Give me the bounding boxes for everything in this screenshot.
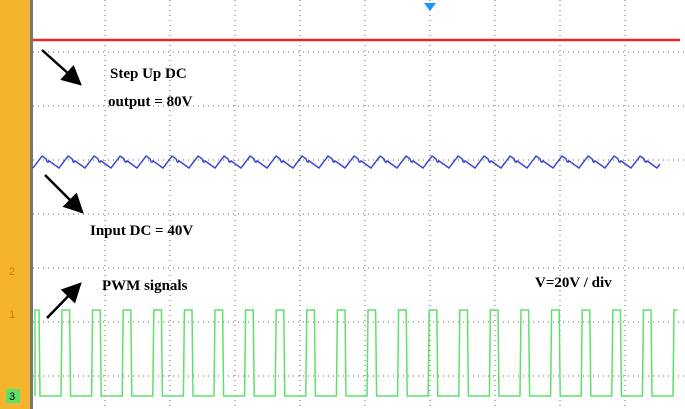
channel-marker: 1 [9, 309, 15, 321]
annotation: V=20V / div [535, 275, 612, 291]
arrow [44, 174, 84, 214]
trigger-marker [424, 3, 436, 11]
annotation: Step Up DC [110, 66, 187, 82]
channel-bar [0, 0, 30, 409]
channel-marker-box [6, 389, 20, 403]
arrow [46, 282, 82, 319]
arrow [41, 49, 82, 86]
channel-marker: 2 [9, 266, 15, 278]
pwm-trace [34, 309, 678, 397]
annotation: PWM signals [102, 278, 188, 294]
screen-edge [30, 0, 33, 409]
annotation: output = 80V [108, 94, 193, 110]
annotation: Input DC = 40V [90, 223, 193, 239]
channel-marker: 3 [9, 391, 15, 403]
input-trace [32, 155, 661, 170]
